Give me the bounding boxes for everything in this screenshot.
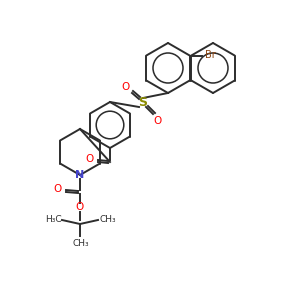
Text: N: N [75,170,85,180]
Text: CH₃: CH₃ [73,238,89,247]
Text: H₃C: H₃C [45,214,61,224]
Text: S: S [139,97,148,110]
Text: O: O [54,184,62,194]
Text: O: O [86,154,94,164]
Text: Br: Br [205,50,216,61]
Text: O: O [122,82,130,92]
Text: O: O [153,116,161,126]
Text: CH₃: CH₃ [100,214,116,224]
Text: O: O [76,202,84,212]
